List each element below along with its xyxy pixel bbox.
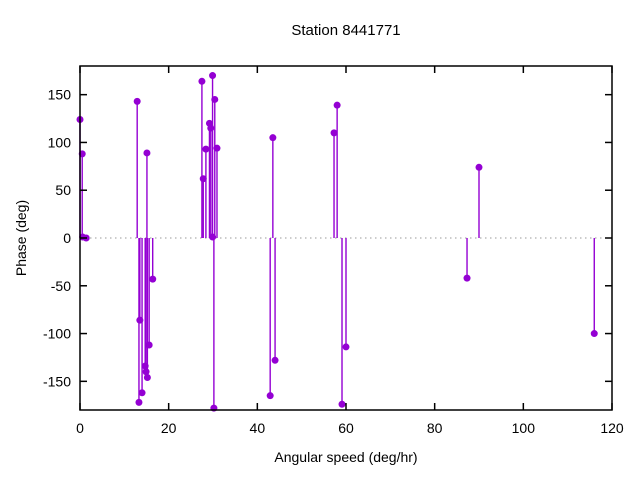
- x-tick-label: 80: [427, 420, 443, 436]
- x-tick-label: 0: [76, 420, 84, 436]
- y-tick-label: -150: [43, 373, 71, 389]
- data-point: [149, 275, 157, 283]
- data-point: [135, 398, 143, 406]
- x-tick-label: 60: [338, 420, 354, 436]
- data-point: [333, 101, 341, 109]
- data-point: [143, 374, 151, 382]
- data-point: [342, 343, 350, 351]
- data-point: [213, 144, 221, 152]
- data-point: [202, 145, 210, 153]
- data-point: [199, 175, 207, 183]
- x-axis-label: Angular speed (deg/hr): [274, 449, 418, 465]
- x-tick-label: 120: [600, 420, 624, 436]
- y-tick-label: 50: [55, 182, 71, 198]
- data-point: [209, 72, 217, 80]
- data-point: [211, 95, 219, 103]
- y-tick-label: 150: [48, 87, 72, 103]
- data-point: [207, 124, 215, 132]
- x-tick-label: 40: [250, 420, 266, 436]
- data-point: [269, 134, 277, 142]
- data-point: [271, 356, 279, 364]
- y-tick-label: -50: [51, 278, 71, 294]
- data-point: [143, 149, 151, 157]
- data-point: [133, 97, 141, 105]
- data-point: [266, 392, 274, 400]
- data-point: [338, 400, 346, 408]
- data-point: [463, 274, 471, 282]
- data-point: [198, 77, 206, 85]
- y-tick-label: 100: [48, 134, 72, 150]
- x-tick-label: 20: [161, 420, 177, 436]
- x-tick-label: 100: [512, 420, 536, 436]
- data-point: [138, 389, 146, 397]
- y-tick-label: -100: [43, 326, 71, 342]
- chart-title: Station 8441771: [291, 22, 401, 39]
- data-point: [209, 233, 217, 241]
- data-point: [330, 129, 338, 137]
- data-point: [590, 330, 598, 338]
- y-tick-label: 0: [63, 230, 71, 246]
- data-point: [475, 163, 483, 171]
